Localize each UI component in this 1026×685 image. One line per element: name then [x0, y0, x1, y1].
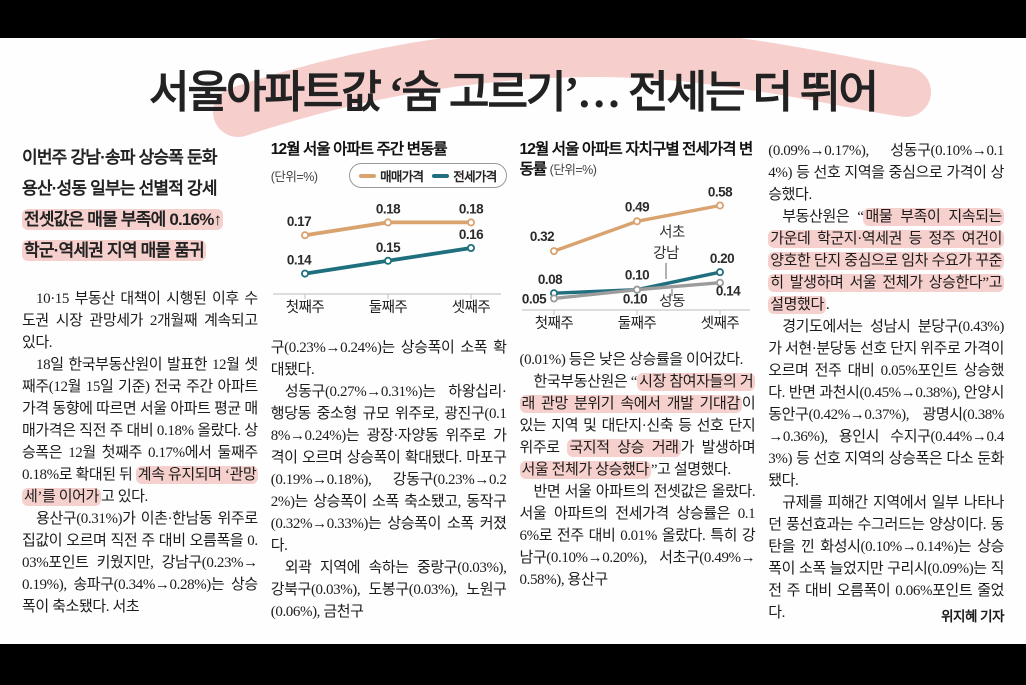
masthead: 서울아파트값 ‘숨 고르기’… 전세는 더 뛰어	[0, 38, 1026, 137]
svg-text:첫째주: 첫째주	[285, 299, 324, 316]
paragraph: (0.01%) 등은 낮은 상승률을 이어갔다.	[519, 352, 744, 368]
chart-2-unit-label: (단위=%)	[549, 163, 597, 177]
paragraph: 성동구(0.27%→0.31%)는 하왕십리·행당동 중소형 규모 위주로, 광…	[270, 384, 507, 554]
column-1-text: 10·15 부동산 대책이 시행된 이후 수도권 시장 관망세가 2개월째 계속…	[22, 288, 259, 618]
svg-text:0.14: 0.14	[715, 284, 740, 299]
svg-text:0.14: 0.14	[287, 253, 312, 268]
paragraph: 외곽 지역에 속하는 중랑구(0.03%), 강북구(0.03%), 도봉구(0…	[270, 560, 507, 620]
legend-swatch	[359, 173, 377, 178]
newspaper-page: 서울아파트값 ‘숨 고르기’… 전세는 더 뛰어 이번주 강남·송파 상승폭 둔…	[0, 38, 1026, 644]
chart-jeonse-by-district: 12월 서울 아파트 자치구별 전세가격 변동률 (단위=%) 첫째주 둘째주 셋째…	[520, 140, 756, 337]
paragraph: 반면 서울 아파트의 전셋값은 올랐다. 서울 아파트의 전세가격 상승률은 0…	[519, 484, 756, 588]
svg-text:0.08: 0.08	[537, 272, 562, 287]
deck-line: 용산·성동 일부는 선별적 강세	[22, 179, 218, 198]
paragraph: 부동산원은 “매물 부족이 지속되는 가운데 학군지·역세권 등 정주 여건이 …	[768, 208, 1004, 314]
paragraph: 용산구(0.31%)가 이촌·한남동 위주로 집값이 오르며 직전 주 대비 오…	[22, 511, 258, 615]
paragraph: 18일 한국부동산원이 발표한 12월 셋째주(12월 15일 기준) 전국 주…	[22, 357, 259, 506]
svg-text:0.32: 0.32	[529, 229, 553, 244]
chart-2-plot: 첫째주 둘째주 셋째주 0.32 0.49 0.58 0.08 0.10 0.20 0.05 0.1…	[520, 180, 756, 337]
chart-weekly-change: 12월 서울 아파트 주간 변동률 (단위=%) 매매가격 전세가격 첫째주 둘째주…	[271, 140, 507, 325]
paragraph: 한국부동산원은 “시장 참여자들의 거래 관망 분위기 속에서 개발 기대감 이 …	[519, 373, 756, 479]
svg-text:셋째주: 셋째주	[700, 315, 739, 332]
svg-text:서초: 서초	[659, 224, 685, 241]
legend-item: 전세가격	[432, 166, 497, 185]
svg-text:첫째주: 첫째주	[534, 315, 573, 332]
deck-line: 이번주 강남·송파 상승폭 둔화	[22, 148, 218, 167]
paragraph: 경기도에서는 성남시 분당구(0.43%)가 서현·분당동 선호 단지 위주로 …	[768, 319, 1004, 489]
svg-text:셋째주: 셋째주	[451, 299, 490, 316]
svg-text:0.15: 0.15	[376, 240, 401, 255]
paragraph: 10·15 부동산 대책이 시행된 이후 수도권 시장 관망세가 2개월째 계속…	[22, 291, 258, 351]
paragraph: 규제를 피해간 지역에서 일부 나타나던 풍선효과는 수그러드는 양상이다. 동…	[768, 492, 1004, 624]
svg-text:0.18: 0.18	[376, 201, 401, 216]
svg-text:0.49: 0.49	[624, 199, 648, 214]
column-2: 12월 서울 아파트 주간 변동률 (단위=%) 매매가격 전세가격 첫째주 둘째주…	[271, 140, 507, 642]
svg-text:0.58: 0.58	[707, 185, 732, 200]
chart-1-legend: 매매가격 전세가격	[349, 163, 507, 188]
paragraph: (0.09%→0.17%), 성동구(0.10%→0.14%) 등 선호 지역을…	[768, 143, 1004, 203]
svg-text:둘째주: 둘째주	[617, 315, 656, 332]
svg-text:강남: 강남	[653, 245, 679, 262]
legend-label: 전세가격	[453, 170, 497, 184]
deck-line: 학군·역세권 지역 매물 품귀	[22, 240, 206, 261]
chart-2-title-text: 12월 서울 아파트 자치구별 전세가격 변동률	[519, 141, 754, 178]
svg-text:0.20: 0.20	[709, 251, 733, 266]
column-4: (0.09%→0.17%), 성동구(0.10%→0.14%) 등 선호 지역을…	[768, 140, 1004, 642]
svg-text:둘째주: 둘째주	[368, 299, 407, 316]
deck-line: 전셋값은 매물 부족에 0.16%↑	[22, 209, 224, 230]
legend-item: 매매가격	[359, 166, 424, 185]
column-3-text: (0.01%) 등은 낮은 상승률을 이어갔다. 한국부동산원은 “시장 참여자들…	[519, 349, 756, 591]
svg-text:0.17: 0.17	[287, 214, 311, 229]
chart-1-plot: 첫째주 둘째주 셋째주 0.17 0.18 0.18 0.14 0.15 0.16	[271, 190, 507, 325]
svg-text:0.05: 0.05	[521, 291, 546, 306]
legend-label: 매매가격	[380, 170, 424, 184]
svg-text:0.10: 0.10	[624, 268, 648, 283]
column-2-text: 구(0.23%→0.24%)는 상승폭이 소폭 확대됐다. 성동구(0.27%→0…	[271, 337, 507, 623]
chart-2-title: 12월 서울 아파트 자치구별 전세가격 변동률 (단위=%)	[520, 140, 756, 180]
svg-text:0.10: 0.10	[622, 292, 646, 307]
column-4-text: (0.09%→0.17%), 성동구(0.10%→0.14%) 등 선호 지역을…	[768, 140, 1004, 624]
legend-swatch	[432, 173, 450, 178]
column-3: 12월 서울 아파트 자치구별 전세가격 변동률 (단위=%) 첫째주 둘째주 셋째…	[519, 140, 756, 642]
svg-text:0.16: 0.16	[459, 227, 484, 242]
paragraph: 구(0.23%→0.24%)는 상승폭이 소폭 확대됐다.	[270, 340, 507, 378]
reporter-byline: 위지혜 기자	[941, 609, 1004, 624]
page-title: 서울아파트값 ‘숨 고르기’… 전세는 더 뛰어	[149, 68, 879, 117]
chart-1-unit-label: (단위=%)	[270, 170, 318, 184]
svg-text:성동: 성동	[659, 293, 685, 310]
chart-1-title: 12월 서울 아파트 주간 변동률	[270, 141, 448, 158]
svg-text:0.18: 0.18	[459, 201, 484, 216]
